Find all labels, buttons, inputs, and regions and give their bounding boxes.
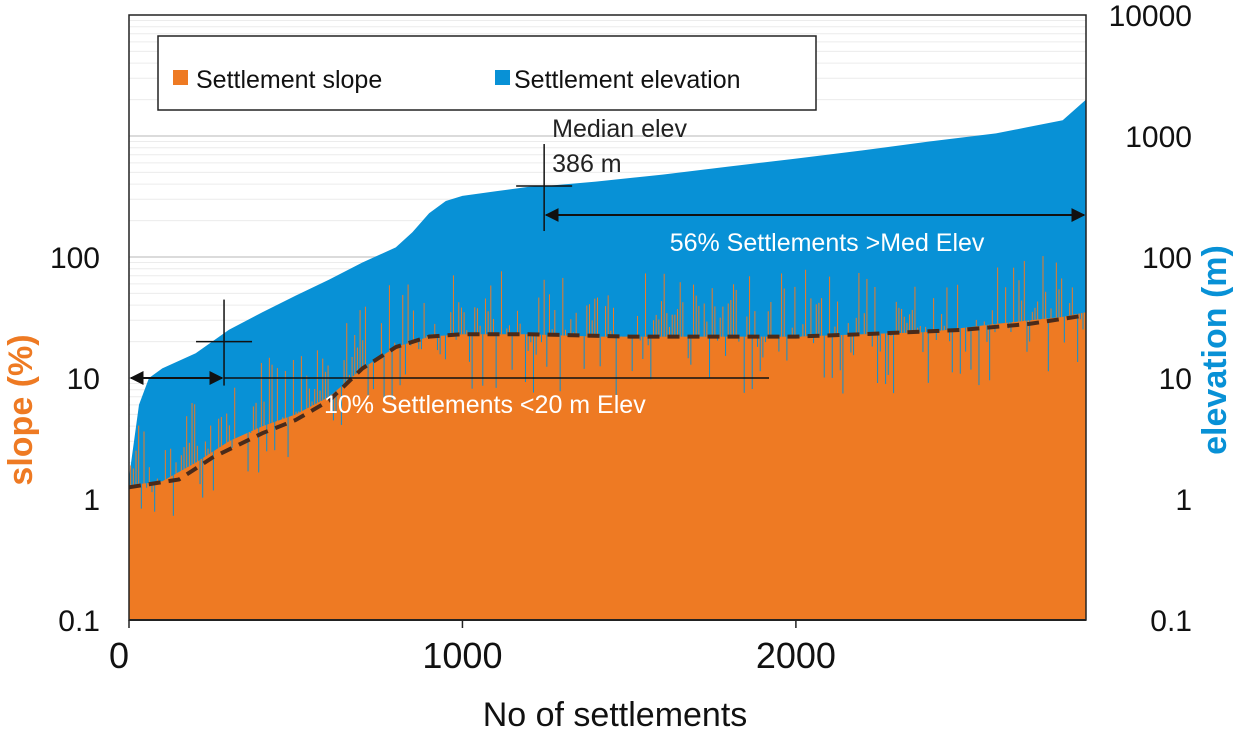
data-spikes xyxy=(130,256,1084,516)
y-tick-label-right: 1000 xyxy=(1125,121,1192,154)
x-tick-label: 1000 xyxy=(422,635,502,676)
y-tick-label-right: 1 xyxy=(1175,484,1192,517)
legend-swatch-slope xyxy=(173,70,188,85)
trend-line xyxy=(128,313,1087,490)
y-tick-label-left: 0.1 xyxy=(58,605,100,638)
lower-arrow-label: 10% Settlements <20 m Elev xyxy=(324,391,646,419)
y-tick-label-right: 10000 xyxy=(1109,0,1192,33)
legend-swatch-elevation xyxy=(495,70,510,85)
y-tick-label-left: 100 xyxy=(50,242,100,275)
y-axis-label-right: elevation (m) xyxy=(1196,245,1234,455)
annotations: Median elev 386 m 56% Settlements >Med Ele… xyxy=(129,115,1086,419)
y-axis-label-left: slope (%) xyxy=(2,334,40,485)
y-tick-label-right: 0.1 xyxy=(1150,605,1192,638)
median-label: Median elev xyxy=(552,115,687,143)
y-tick-label-left: 1 xyxy=(83,484,100,517)
x-axis-label: No of settlements xyxy=(483,696,748,730)
legend-label-elevation: Settlement elevation xyxy=(514,66,741,94)
x-tick-label: 2000 xyxy=(756,635,836,676)
plot-frame xyxy=(128,14,1087,621)
x-tick-label: 0 xyxy=(109,635,129,676)
legend: Settlement slope Settlement elevation xyxy=(157,35,817,111)
tick-labels: 0 1000 2000 0.1 1 10 100 0.1 1 10 100 1000 10000 xyxy=(50,0,1192,676)
legend-box xyxy=(157,35,817,111)
y-tick-label-right: 100 xyxy=(1142,242,1192,275)
legend-label-slope: Settlement slope xyxy=(196,66,382,94)
median-value-label: 386 m xyxy=(552,150,621,178)
upper-arrow-label: 56% Settlements >Med Elev xyxy=(670,229,985,257)
y-tick-label-left: 10 xyxy=(67,363,100,396)
trend-line-group xyxy=(128,313,1087,490)
y-tick-label-right: 10 xyxy=(1159,363,1192,396)
